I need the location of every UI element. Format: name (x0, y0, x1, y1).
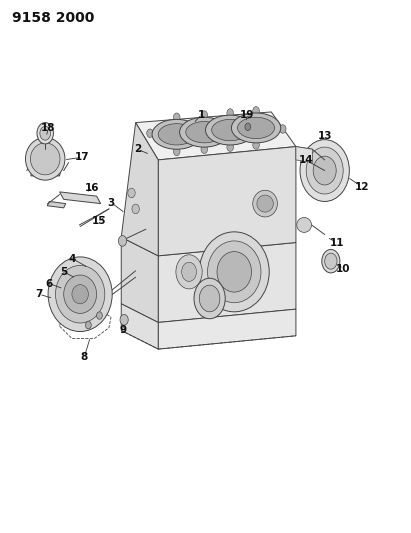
Circle shape (201, 111, 208, 119)
Ellipse shape (55, 265, 105, 323)
Text: 3: 3 (107, 198, 115, 207)
Polygon shape (296, 147, 312, 163)
Circle shape (176, 255, 202, 289)
Polygon shape (121, 237, 158, 322)
Circle shape (194, 278, 225, 319)
Ellipse shape (64, 275, 97, 313)
Circle shape (325, 253, 337, 269)
Circle shape (199, 285, 220, 312)
Polygon shape (136, 112, 296, 160)
Ellipse shape (72, 285, 88, 304)
Ellipse shape (253, 190, 277, 217)
Circle shape (40, 126, 51, 140)
Circle shape (182, 262, 196, 281)
Text: 16: 16 (85, 183, 100, 192)
Ellipse shape (300, 140, 349, 201)
Polygon shape (55, 280, 109, 312)
Text: 11: 11 (330, 238, 344, 247)
Circle shape (120, 314, 128, 325)
Polygon shape (60, 192, 101, 204)
Text: 9158 2000: 9158 2000 (12, 11, 95, 25)
Text: 5: 5 (60, 267, 67, 277)
Circle shape (200, 125, 207, 133)
Ellipse shape (186, 122, 223, 143)
Ellipse shape (217, 252, 252, 292)
Ellipse shape (313, 156, 336, 185)
Ellipse shape (48, 257, 112, 332)
Text: 12: 12 (354, 182, 369, 191)
Circle shape (254, 127, 260, 135)
Ellipse shape (180, 117, 229, 147)
Text: 19: 19 (240, 110, 254, 119)
Circle shape (201, 145, 208, 154)
Polygon shape (121, 304, 158, 349)
Text: 4: 4 (68, 254, 76, 263)
Text: 17: 17 (75, 152, 90, 162)
Circle shape (118, 236, 127, 246)
Polygon shape (47, 201, 66, 208)
Text: 6: 6 (46, 279, 53, 288)
Circle shape (128, 188, 135, 198)
Circle shape (173, 147, 180, 156)
Circle shape (226, 123, 233, 131)
Circle shape (228, 129, 234, 138)
Circle shape (147, 129, 153, 138)
Circle shape (200, 131, 207, 140)
Circle shape (97, 312, 102, 319)
Text: 18: 18 (41, 123, 56, 133)
Ellipse shape (25, 138, 65, 180)
Ellipse shape (199, 232, 269, 312)
Polygon shape (121, 123, 158, 256)
Text: 15: 15 (91, 216, 106, 226)
Polygon shape (33, 155, 62, 166)
Ellipse shape (206, 115, 255, 145)
Ellipse shape (231, 113, 281, 143)
Circle shape (132, 204, 139, 214)
Text: 10: 10 (336, 264, 351, 274)
Ellipse shape (306, 147, 343, 194)
Ellipse shape (297, 217, 312, 232)
Circle shape (37, 123, 53, 144)
Ellipse shape (158, 124, 195, 145)
Circle shape (245, 123, 251, 131)
Ellipse shape (257, 195, 273, 212)
Text: 1: 1 (198, 110, 205, 119)
Polygon shape (158, 309, 296, 349)
Text: 7: 7 (35, 289, 43, 299)
Circle shape (85, 321, 91, 329)
Ellipse shape (152, 119, 201, 149)
Polygon shape (31, 165, 62, 176)
Circle shape (253, 141, 259, 149)
Circle shape (174, 127, 181, 135)
Text: 13: 13 (317, 131, 332, 141)
Circle shape (279, 125, 286, 133)
Text: 9: 9 (120, 326, 127, 335)
Circle shape (227, 109, 233, 117)
Circle shape (227, 143, 233, 151)
Text: 8: 8 (81, 352, 88, 362)
Ellipse shape (238, 117, 275, 139)
Polygon shape (158, 147, 296, 256)
Text: 2: 2 (134, 144, 141, 154)
Circle shape (253, 107, 259, 115)
Ellipse shape (208, 241, 261, 303)
Text: 14: 14 (299, 155, 314, 165)
Polygon shape (158, 243, 296, 322)
Circle shape (173, 113, 180, 122)
Ellipse shape (30, 143, 60, 175)
Ellipse shape (212, 119, 249, 141)
Circle shape (322, 249, 340, 273)
